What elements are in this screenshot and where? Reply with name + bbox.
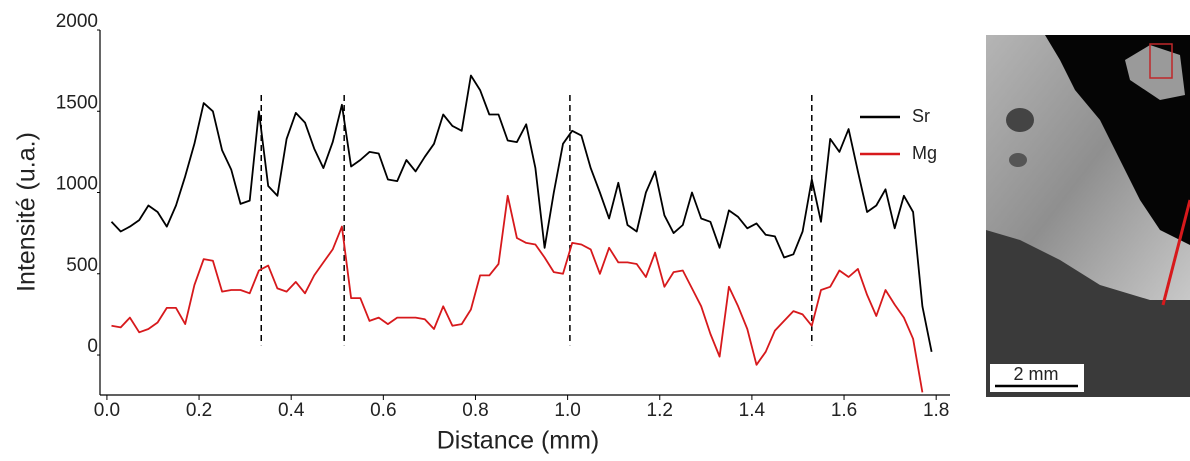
x-tick-label: 0.2 (186, 400, 212, 421)
series-line (110, 74, 933, 352)
x-axis-title: Distance (mm) (437, 427, 600, 455)
series-line (111, 194, 924, 393)
legend-label: Mg (912, 143, 937, 163)
scale-bar-box (990, 364, 1084, 392)
inset-spot (1009, 153, 1027, 167)
inset-spot (1006, 108, 1034, 132)
x-tick-label: 1.2 (647, 400, 673, 421)
x-tick-label: 0.8 (462, 400, 488, 421)
y-tick-label: 1500 (56, 92, 98, 113)
inset-grain (1125, 45, 1185, 100)
inset-profile-line (1161, 199, 1190, 306)
x-tick-label: 1.0 (554, 400, 580, 421)
y-tick-label: 0 (87, 336, 98, 357)
inset-image: 2 mm (986, 35, 1190, 397)
x-tick-label: 0.0 (94, 400, 120, 421)
x-tick-label: 0.4 (278, 400, 305, 421)
y-tick-label: 2000 (56, 11, 98, 32)
y-tick-label: 500 (66, 255, 98, 276)
inset-frame (1149, 43, 1173, 79)
x-tick-label: 1.4 (739, 400, 766, 421)
x-tick-label: 0.6 (370, 400, 396, 421)
legend-label: Sr (912, 106, 930, 126)
y-axis-title: Intensité (u.a.) (13, 132, 41, 292)
x-tick-label: 1.8 (923, 400, 949, 421)
x-tick-label: 1.6 (831, 400, 857, 421)
scale-bar-label: 2 mm (1014, 364, 1059, 384)
y-tick-label: 1000 (56, 174, 98, 195)
